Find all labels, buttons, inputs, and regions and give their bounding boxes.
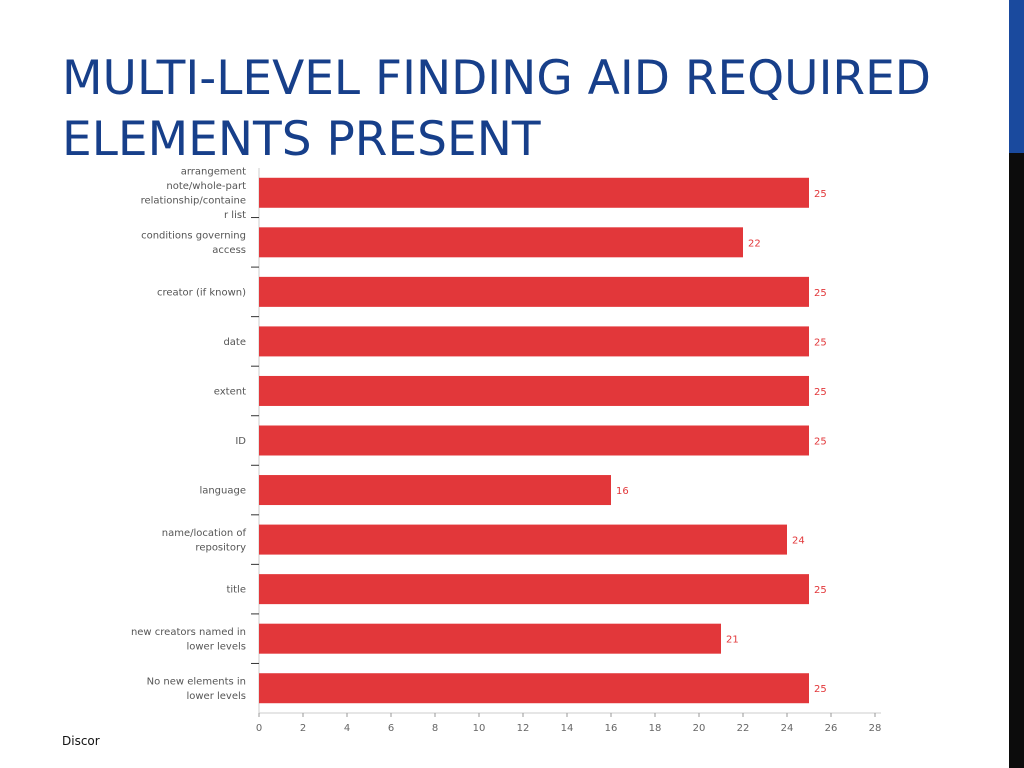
slide-title: MULTI-LEVEL FINDING AID REQUIRED ELEMENT… [62,48,982,170]
data-label: 25 [814,585,827,596]
data-label: 25 [814,288,827,299]
accent-bar-top [1009,0,1024,153]
category-label-line: note/whole-part [166,181,246,192]
category-label: name/location of repository [162,528,247,554]
bar [259,326,809,357]
x-tick-label: 6 [388,723,394,734]
category-label-line: title [226,585,246,596]
slide-title-line-2: ELEMENTS PRESENT [62,112,541,167]
data-label: 25 [814,437,827,448]
bar [259,375,809,406]
footer-text: Discor [62,734,100,748]
data-label: 21 [726,635,739,646]
category-label: title [226,585,246,596]
data-label: 16 [616,486,629,497]
x-tick-label: 22 [737,723,750,734]
category-label-line: r list [224,210,246,221]
bar [259,425,809,456]
category-label: extent [214,386,246,397]
category-label-line: lower levels [186,691,246,702]
category-label: date [223,337,246,348]
x-tick-label: 0 [256,723,262,734]
x-tick-label: 12 [517,723,530,734]
data-label: 22 [748,238,761,249]
category-label-line: relationship/containe [141,196,246,207]
category-label: No new elements in lower levels [147,676,246,702]
bar [259,623,721,654]
category-label-line: creator (if known) [157,287,246,298]
category-label: language [199,486,246,497]
category-label: creator (if known) [157,287,246,298]
x-tick-label: 24 [781,723,794,734]
data-label: 25 [814,337,827,348]
x-tick-label: 10 [473,723,486,734]
category-label-line: date [223,337,246,348]
bar [259,177,809,208]
bar [259,574,809,605]
x-tick-label: 18 [649,723,662,734]
category-label-line: lower levels [186,641,246,652]
bar [259,475,611,506]
category-label: arrangement note/whole-part relationship/c… [141,167,246,222]
bar [259,227,743,258]
category-label-line: new creators named in [131,627,246,638]
bar [259,673,809,704]
category-label: conditions governing access [141,231,246,257]
x-tick-label: 4 [344,723,350,734]
x-tick-label: 28 [869,723,882,734]
category-label-line: ID [235,436,246,447]
category-label-line: language [199,486,246,497]
category-label: ID [235,436,246,447]
x-tick-label: 26 [825,723,838,734]
x-tick-label: 16 [605,723,618,734]
category-label-line: arrangement [181,167,246,178]
data-label: 25 [814,684,827,695]
x-tick-label: 8 [432,723,438,734]
accent-bar-bottom [1009,153,1024,768]
category-label-line: conditions governing [141,231,246,242]
category-label-line: extent [214,386,246,397]
category-label: new creators named in lower levels [131,627,246,653]
slide-title-line-1: MULTI-LEVEL FINDING AID REQUIRED [62,51,931,106]
bar [259,276,809,307]
data-label: 24 [792,536,805,547]
bar [259,524,787,555]
x-tick-label: 2 [300,723,306,734]
category-label-line: No new elements in [147,676,246,687]
category-label-line: access [212,245,246,256]
category-label-line: repository [195,542,246,553]
x-tick-label: 20 [693,723,706,734]
data-label: 25 [814,387,827,398]
x-tick-label: 14 [561,723,574,734]
category-label-line: name/location of [162,528,247,539]
data-label: 25 [814,189,827,200]
